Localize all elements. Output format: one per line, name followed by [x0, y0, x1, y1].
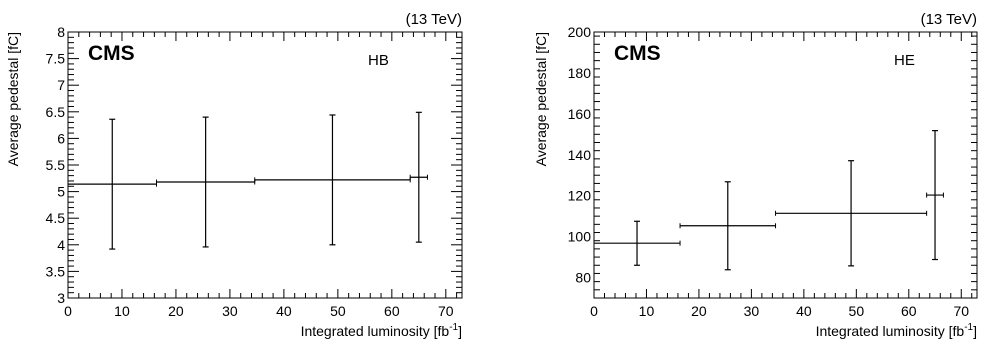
y-tick-label: 7 [57, 77, 65, 93]
energy-label: (13 TeV) [406, 11, 462, 28]
x-tick-label: 60 [901, 303, 917, 319]
x-axis-title-main: Integrated luminosity [fb [301, 323, 450, 339]
x-tick-label: 0 [64, 303, 72, 319]
detector-label: HB [368, 52, 389, 69]
y-tick-label: 5 [57, 184, 65, 200]
x-axis-title-end: ] [458, 323, 462, 339]
x-tick-label: 60 [384, 303, 400, 319]
detector-label: HE [894, 52, 915, 69]
x-tick-label: 50 [330, 303, 346, 319]
y-axis-title: Average pedestal [fC] [5, 32, 21, 166]
plot-frame [593, 31, 978, 299]
data-point [409, 111, 428, 243]
data-point [156, 116, 256, 248]
x-tick-label: 10 [114, 303, 130, 319]
y-tick-label: 6 [57, 130, 65, 146]
y-axis-title: Average pedestal [fC] [533, 32, 549, 166]
data-point [775, 160, 928, 267]
x-axis-title-main: Integrated luminosity [fb [816, 323, 965, 339]
y-tick-label: 3 [57, 290, 65, 306]
y-tick-label: 80 [575, 270, 591, 286]
y-tick-label: 6.5 [46, 104, 66, 120]
x-axis-title-sup: -1 [964, 322, 973, 333]
data-point [68, 118, 158, 250]
x-tick-label: 0 [590, 303, 598, 319]
plot-frame [67, 31, 463, 299]
y-tick-label: 4 [57, 237, 65, 253]
y-tick-label: 200 [568, 24, 592, 40]
data-point [594, 220, 681, 266]
y-tick-label: 180 [568, 65, 592, 81]
y-tick-label: 8 [57, 24, 65, 40]
x-tick-label: 50 [849, 303, 865, 319]
x-axis-title: Integrated luminosity [fb-1] [301, 322, 462, 339]
data-point [679, 181, 777, 271]
x-tick-label: 70 [953, 303, 969, 319]
x-tick-label: 70 [438, 303, 454, 319]
x-axis-title-end: ] [973, 323, 977, 339]
y-tick-label: 120 [568, 188, 592, 204]
data-point [926, 130, 944, 261]
x-tick-label: 40 [796, 303, 812, 319]
x-tick-label: 30 [744, 303, 760, 319]
y-tick-label: 100 [568, 229, 592, 245]
x-tick-label: 20 [691, 303, 707, 319]
experiment-label: CMS [88, 42, 135, 65]
y-tick-label: 4.5 [46, 210, 66, 226]
y-tick-label: 140 [568, 147, 592, 163]
x-tick-label: 20 [168, 303, 184, 319]
data-point [254, 114, 411, 246]
x-tick-label: 40 [276, 303, 292, 319]
x-axis-title-sup: -1 [449, 322, 458, 333]
panel-hb: 0 10 20 30 40 50 60 70 3 3.5 4 4.5 5 5.5 6 6.5 7 7.5 8 Aver… [5, 11, 463, 339]
y-tick-label: 7.5 [46, 51, 66, 67]
y-tick-label: 3.5 [46, 263, 66, 279]
x-axis-title: Integrated luminosity [fb-1] [816, 322, 977, 339]
y-tick-label: 160 [568, 106, 592, 122]
energy-label: (13 TeV) [921, 11, 977, 28]
x-tick-label: 10 [639, 303, 655, 319]
y-tick-label: 5.5 [46, 157, 66, 173]
x-tick-label: 30 [222, 303, 238, 319]
experiment-label: CMS [614, 42, 661, 65]
panel-he: 0 10 20 30 40 50 60 70 80 100 120 140 160 180 200 Avera… [533, 11, 978, 339]
